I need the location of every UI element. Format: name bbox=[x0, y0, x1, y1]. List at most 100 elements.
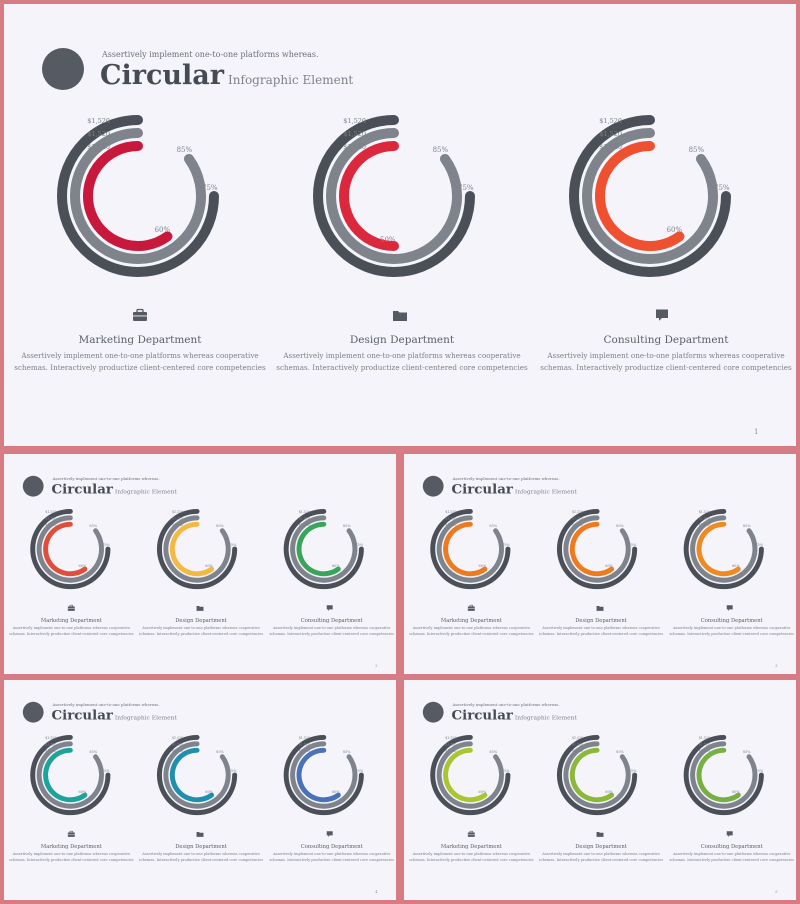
title-rest: Infographic Element bbox=[514, 488, 577, 496]
description-line: schemas. Interactively productize client… bbox=[669, 857, 794, 863]
slide-content: Assertively implement one-to-one platfor… bbox=[4, 4, 796, 446]
description-line: Assertively implement one-to-one platfor… bbox=[672, 851, 791, 857]
radial-chart-1: 75% $1,520 85% $1,520 60% $1,520 bbox=[153, 504, 242, 593]
slide-thumbnail-red[interactable]: Assertively implement one-to-one platfor… bbox=[4, 454, 396, 674]
description-line: schemas. Interactively productize client… bbox=[138, 631, 264, 637]
radial-chart-2: 75% $1,520 85% $1,520 60% $1,520 bbox=[560, 106, 740, 286]
department-description: Assertively implement one-to-one platfor… bbox=[267, 625, 396, 637]
radial-chart-0: 75% $1,520 85% $1,520 60% $1,520 bbox=[48, 106, 228, 286]
percent-label: 85% bbox=[89, 524, 97, 528]
description-line: Assertively implement one-to-one platfor… bbox=[672, 625, 791, 631]
middle-ring bbox=[582, 128, 718, 264]
description-line: schemas. Interactively productize client… bbox=[9, 857, 134, 863]
folder-icon bbox=[196, 604, 204, 611]
department-description: Assertively implement one-to-one platfor… bbox=[137, 625, 266, 637]
department-description: Assertively implement one-to-one platfor… bbox=[667, 625, 796, 637]
radial-chart-svg: 75% $1,520 85% $1,520 60% $1,520 bbox=[30, 734, 111, 816]
value-label: $1,520 bbox=[699, 749, 710, 753]
description-line: schemas. Interactively productize client… bbox=[409, 857, 534, 863]
folder-icon bbox=[596, 604, 604, 611]
title-rest: Infographic Element bbox=[228, 73, 354, 87]
percent-label: 75% bbox=[755, 769, 763, 773]
middle-ring bbox=[290, 741, 358, 809]
radial-chart-svg: 75% $1,520 85% $1,520 60% $1,520 bbox=[569, 115, 731, 277]
radial-chart-2: 75% $1,520 85% $1,520 60% $1,520 bbox=[279, 504, 368, 593]
value-label: $1,520 bbox=[699, 523, 710, 527]
middle-ring bbox=[163, 741, 231, 809]
slide-thumbnail-green[interactable]: Assertively implement one-to-one platfor… bbox=[404, 680, 796, 900]
outer-ring bbox=[430, 734, 511, 816]
percent-label: 85% bbox=[743, 524, 751, 528]
percent-label: 85% bbox=[743, 750, 751, 754]
description-line: Assertively implement one-to-one platfor… bbox=[542, 851, 660, 857]
value-label: $1,520 bbox=[299, 742, 310, 746]
radial-chart-svg: 75% $1,520 85% $1,520 60% $1,520 bbox=[430, 734, 511, 816]
department-name: Consulting Department bbox=[700, 617, 763, 624]
value-label: $1,520 bbox=[299, 523, 310, 527]
department-name: Marketing Department bbox=[40, 617, 102, 624]
description-line: Assertively implement one-to-one platfor… bbox=[12, 625, 131, 631]
inner-ring bbox=[169, 521, 215, 577]
inner-ring bbox=[696, 521, 741, 577]
description-line: Assertively implement one-to-one platfor… bbox=[542, 625, 660, 631]
percent-label: 75% bbox=[714, 184, 730, 192]
description-line: Assertively implement one-to-one platfor… bbox=[412, 625, 531, 631]
value-label: $1,520 bbox=[699, 742, 710, 746]
title-rest: Infographic Element bbox=[114, 714, 177, 722]
percent-label: 60% bbox=[605, 790, 613, 794]
percent-label: 75% bbox=[629, 543, 637, 547]
percent-label: 85% bbox=[216, 750, 224, 754]
page-number: 1 bbox=[754, 428, 759, 436]
radial-chart-0: 75% $1,520 85% $1,520 60% $1,520 bbox=[26, 730, 115, 819]
value-label: $1,520 bbox=[45, 742, 56, 746]
chat-icon bbox=[726, 830, 734, 837]
radial-chart-1: 75% $1,520 85% $1,520 60% $1,520 bbox=[553, 730, 642, 819]
logo-circle bbox=[22, 701, 44, 723]
slide-content: Assertively implement one-to-one platfor… bbox=[4, 680, 396, 899]
title-main: Circular bbox=[100, 60, 225, 91]
radial-chart-svg: 75% $1,520 85% $1,520 60% $1,520 bbox=[283, 508, 364, 590]
inner-ring bbox=[296, 521, 341, 577]
value-label: $1,520 bbox=[599, 117, 622, 125]
department-name: Design Department bbox=[175, 843, 227, 850]
value-label: $1,520 bbox=[45, 736, 56, 740]
radial-chart-svg: 75% $1,520 85% $1,520 60% $1,520 bbox=[556, 508, 638, 590]
percent-label: 60% bbox=[79, 564, 87, 568]
radial-chart-2: 75% $1,520 85% $1,520 60% $1,520 bbox=[679, 730, 768, 819]
percent-label: 85% bbox=[689, 146, 705, 154]
slide-content: Assertively implement one-to-one platfor… bbox=[404, 454, 796, 673]
value-label: $1,520 bbox=[87, 117, 110, 125]
percent-label: 50% bbox=[380, 236, 396, 244]
department-description: Assertively implement one-to-one platfor… bbox=[407, 625, 536, 637]
department-description: Assertively implement one-to-one platfor… bbox=[537, 625, 666, 637]
percent-label: 85% bbox=[89, 750, 97, 754]
logo-circle bbox=[22, 475, 44, 497]
description-line: Assertively implement one-to-one platfor… bbox=[142, 851, 260, 857]
value-label: $1,520 bbox=[87, 143, 110, 151]
department-name: Design Department bbox=[349, 334, 455, 346]
department-name: Design Department bbox=[575, 617, 627, 624]
inner-ring bbox=[83, 141, 173, 251]
slide-thumbnail-orange[interactable]: Assertively implement one-to-one platfor… bbox=[404, 454, 796, 674]
percent-label: 60% bbox=[332, 790, 340, 794]
inner-ring bbox=[696, 747, 741, 803]
value-label: $1,520 bbox=[445, 523, 456, 527]
percent-label: 60% bbox=[79, 790, 87, 794]
value-label: $1,520 bbox=[45, 749, 56, 753]
inner-ring bbox=[569, 747, 615, 803]
title-rest: Infographic Element bbox=[514, 714, 577, 722]
department-name: Marketing Department bbox=[440, 617, 502, 624]
value-label: $1,520 bbox=[172, 523, 183, 527]
middle-ring bbox=[290, 515, 358, 583]
inner-ring bbox=[443, 747, 488, 803]
inner-ring bbox=[339, 141, 399, 251]
slide-main: Assertively implement one-to-one platfor… bbox=[4, 4, 796, 446]
page-number: 4 bbox=[375, 889, 378, 894]
middle-ring bbox=[70, 128, 206, 264]
radial-chart-0: 75% $1,520 85% $1,520 60% $1,520 bbox=[426, 730, 515, 819]
department-name: Consulting Department bbox=[300, 617, 363, 624]
inner-ring bbox=[43, 521, 88, 577]
slide-thumbnail-teal[interactable]: Assertively implement one-to-one platfor… bbox=[4, 680, 396, 900]
percent-label: 85% bbox=[216, 524, 224, 528]
percent-label: 75% bbox=[229, 543, 237, 547]
